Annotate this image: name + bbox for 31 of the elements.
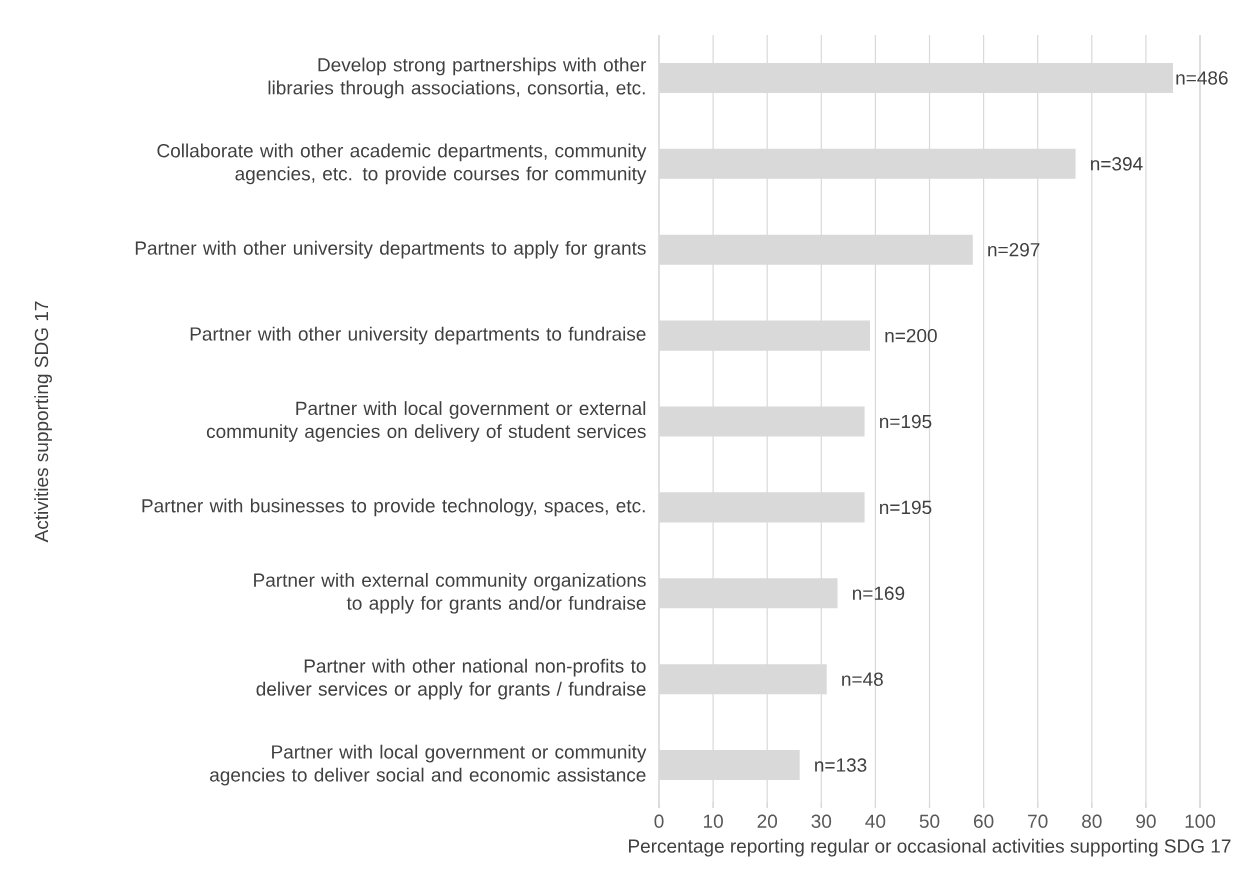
x-tick-label: 20 — [757, 814, 778, 828]
annotation: n=169 — [853, 586, 905, 600]
annotation: n=195 — [880, 414, 932, 429]
x-tick-label: 60 — [974, 814, 994, 828]
y-tick-label: Partner with other university departments to fundraise — [190, 326, 646, 345]
y-tick-label: Partner with businesses to provide technology, spaces, etc. — [142, 498, 645, 517]
annotation: n=48 — [842, 672, 883, 686]
annotation: n=486 — [1176, 71, 1228, 85]
x-tick-label: 0 — [654, 814, 664, 828]
x-tick-label: 80 — [1082, 814, 1102, 828]
y-tick-label: Collaborate with other academic departments, community agencies, etc. to provide courses for community — [157, 143, 647, 185]
y-tick-label: Develop strong partnerships with other libraries through associations, consortia, etc. — [268, 57, 647, 99]
x-tick-label: 10 — [703, 814, 723, 828]
x-tick-label: 30 — [811, 814, 832, 828]
annotation: n=200 — [885, 328, 937, 343]
x-axis-title: Percentage reporting regular or occasional activities supporting SDG 17 — [629, 838, 1231, 857]
y-tick-label: Partner with other university departments to apply for grants — [135, 240, 646, 259]
x-tick-label: 100 — [1185, 814, 1216, 828]
y-tick-label: Partner with local government or community agencies to deliver social and economic assistance — [210, 744, 647, 786]
annotation: n=394 — [1091, 157, 1143, 171]
x-tick-label: 70 — [1028, 814, 1048, 828]
annotation: n=297 — [988, 242, 1040, 257]
y-tick-label: Partner with local government or external community agencies on delivery of student services — [206, 401, 646, 442]
y-tick-label: Partner with external community organizations to apply for grants and/or fundraise — [254, 572, 646, 614]
annotation: n=195 — [880, 500, 932, 515]
x-tick-label: 40 — [865, 814, 886, 828]
annotation: n=133 — [815, 758, 867, 772]
y-axis-title: Activities supporting SDG 17 — [34, 301, 52, 543]
x-tick-label: 50 — [919, 814, 940, 828]
y-tick-label: Partner with other national non-profits to deliver services or apply for grants / fundraise — [256, 658, 646, 700]
x-tick-label: 90 — [1136, 814, 1156, 828]
